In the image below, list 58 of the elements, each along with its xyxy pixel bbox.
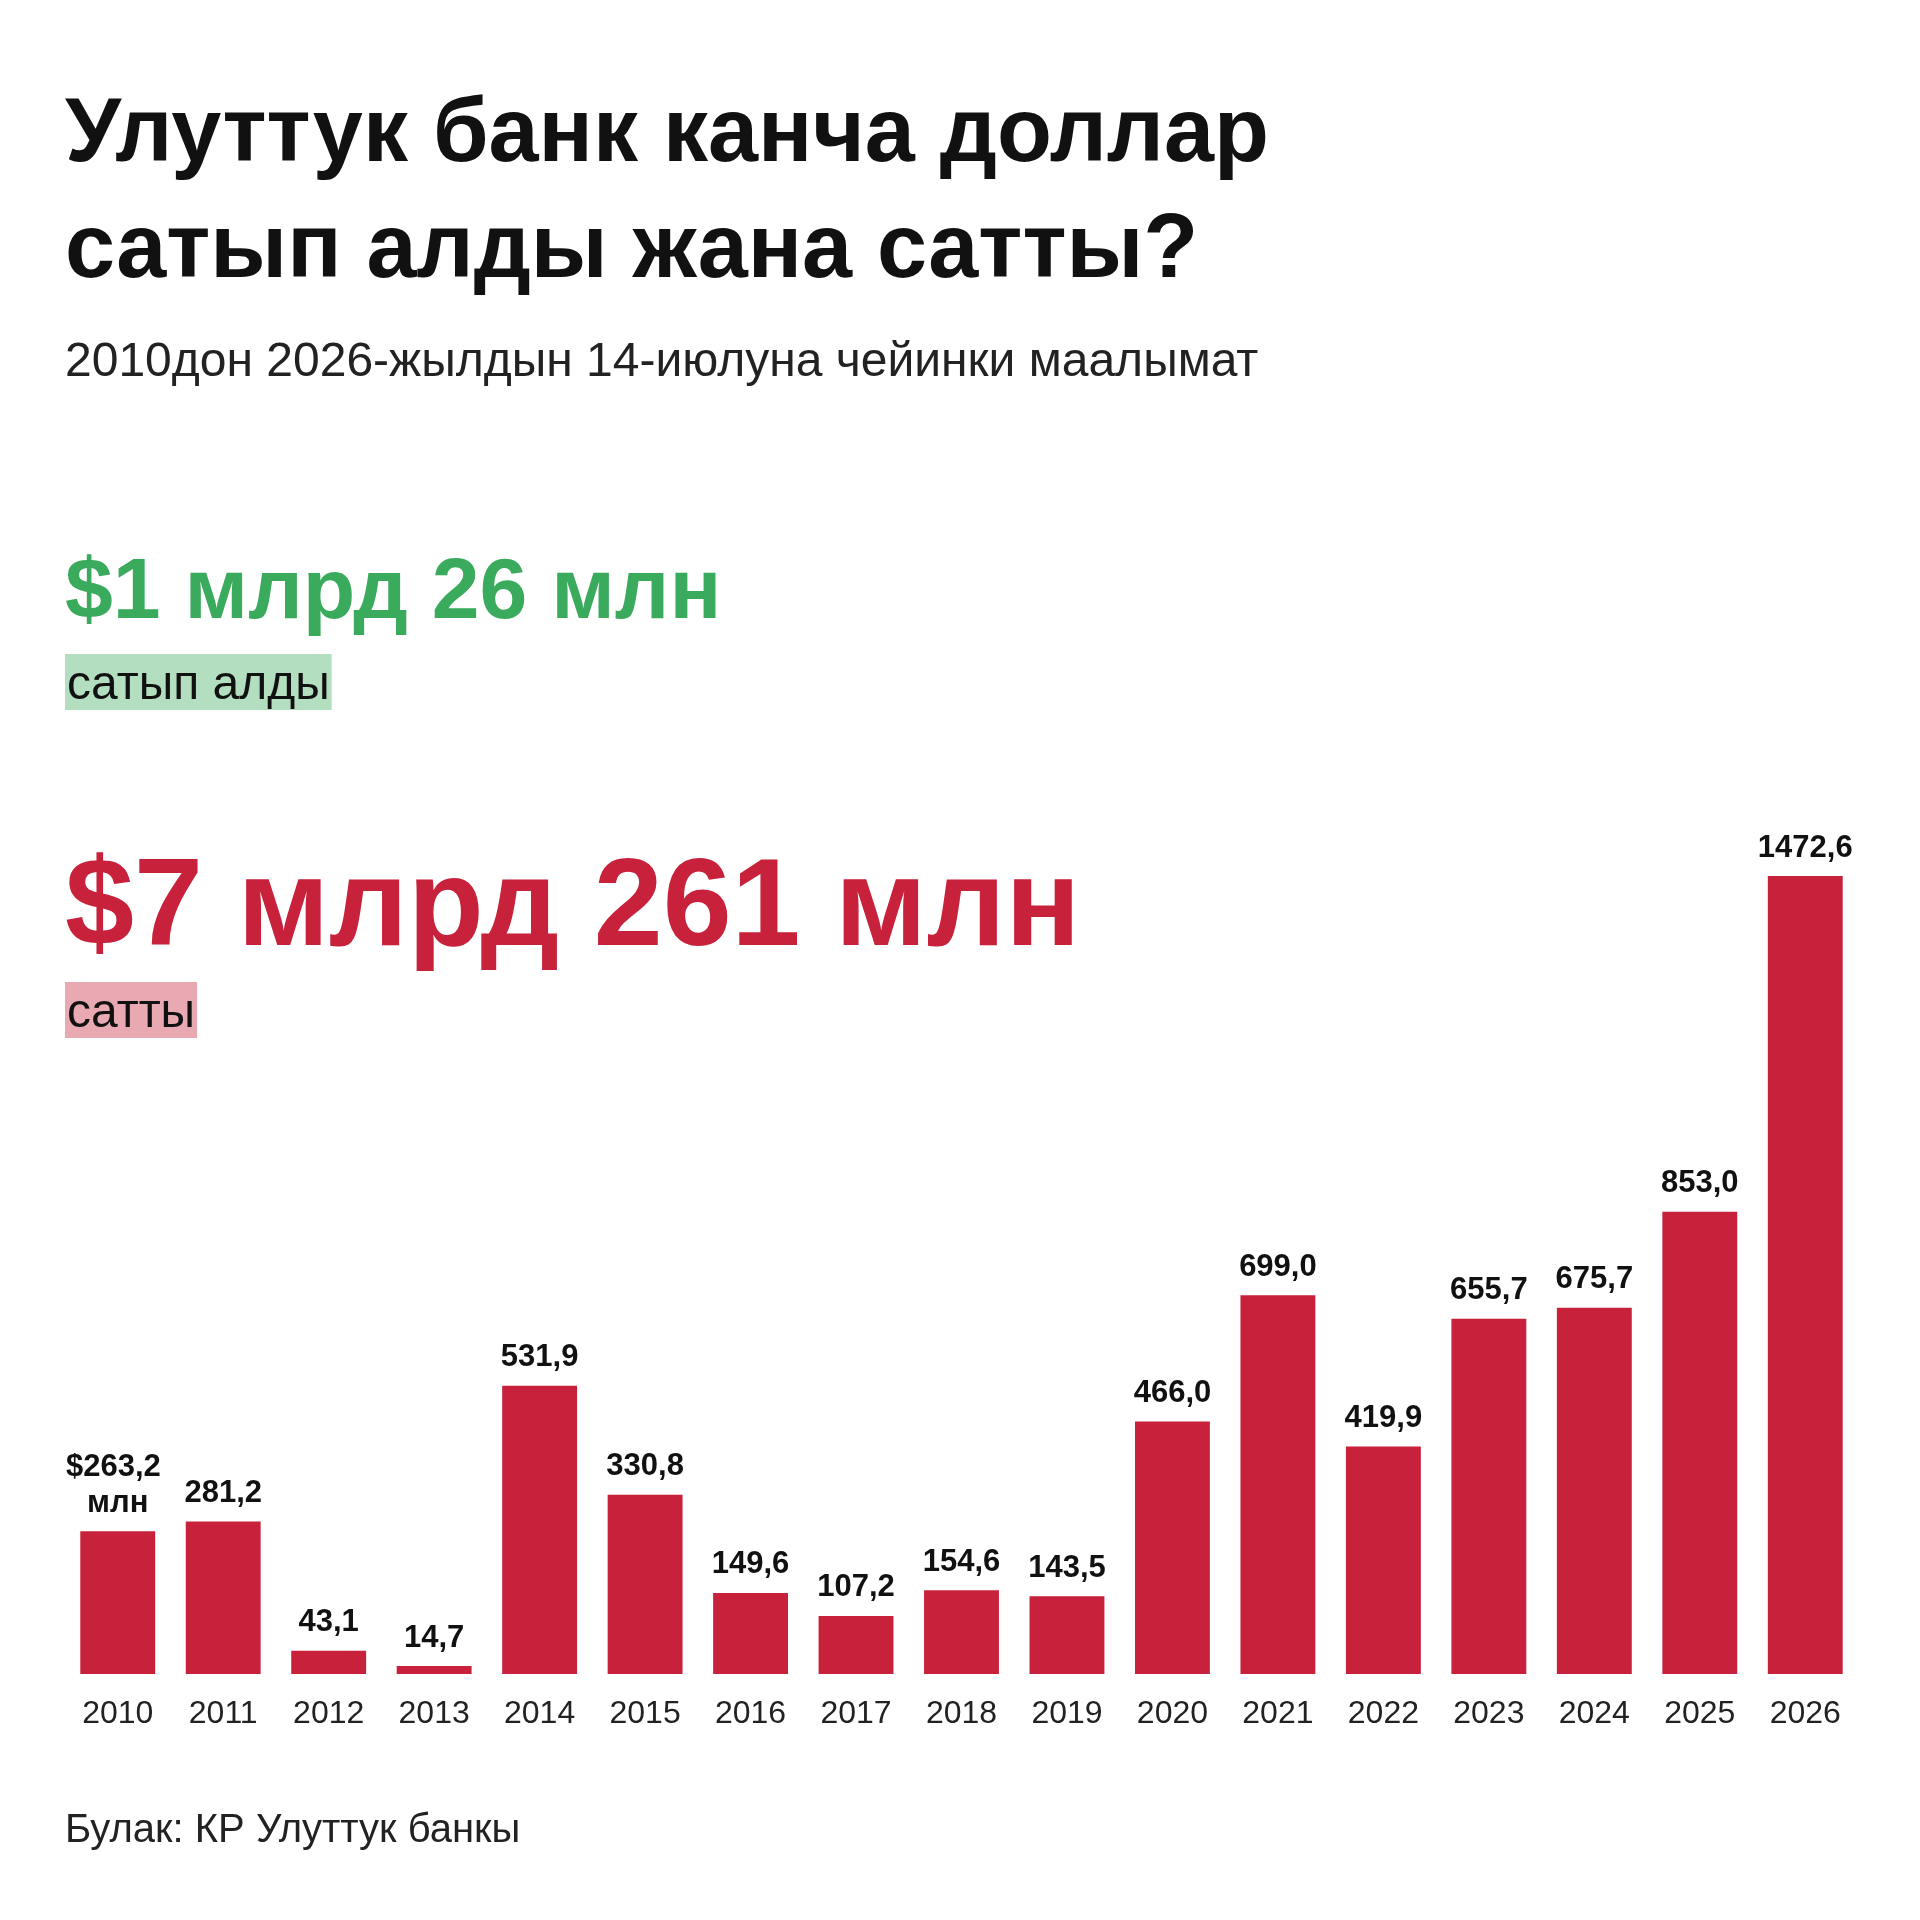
bar — [1767, 876, 1843, 1674]
bar — [80, 1531, 156, 1674]
x-tick-label: 2015 — [609, 1694, 681, 1730]
x-tick-label: 2010 — [82, 1694, 154, 1730]
bar — [1662, 1211, 1738, 1674]
bar — [185, 1521, 261, 1674]
data-label: 675,7 — [1555, 1260, 1634, 1296]
data-label: 143,5 — [1028, 1548, 1106, 1584]
x-tick-label: 2018 — [925, 1694, 998, 1730]
x-tick-label: 2023 — [1453, 1694, 1525, 1730]
data-label: 330,8 — [606, 1447, 684, 1483]
data-label: 419,9 — [1344, 1398, 1423, 1434]
bar — [1135, 1421, 1210, 1674]
data-label: 853,0 — [1661, 1164, 1739, 1200]
bar — [607, 1494, 683, 1674]
bar — [1451, 1318, 1527, 1674]
bar — [713, 1592, 788, 1674]
data-label: 43,1 — [298, 1603, 359, 1639]
text: Булак: КР Улуттук банкы — [65, 1806, 521, 1850]
bar — [818, 1615, 894, 1674]
text: $1 млрд 26 млн — [65, 540, 722, 636]
bar — [1240, 1295, 1316, 1674]
data-label: 1472,6 — [1757, 828, 1853, 864]
bar — [1556, 1307, 1632, 1674]
x-tick-label: 2026 — [1769, 1694, 1841, 1730]
x-tick-label: 2022 — [1347, 1694, 1419, 1730]
bar — [1029, 1596, 1105, 1674]
data-label: $263,2 млн — [66, 1447, 170, 1519]
x-tick-label: 2019 — [1031, 1694, 1103, 1730]
data-label: 466,0 — [1133, 1373, 1212, 1409]
annotation: $7 млрд 261 млн — [65, 833, 1081, 971]
x-tick-label: 2013 — [398, 1694, 470, 1730]
text: сатып алды — [67, 655, 330, 709]
data-label: 655,7 — [1450, 1271, 1528, 1307]
data-label: 154,6 — [922, 1542, 1001, 1578]
data-label: 107,2 — [817, 1568, 895, 1604]
bar — [291, 1650, 367, 1674]
x-tick-label: 2024 — [1558, 1694, 1630, 1730]
chart-title: Улуттук банк канча доллар сатып алды жана сатты? — [65, 79, 1270, 298]
annotation: сатты — [67, 983, 196, 1037]
data-label: 699,0 — [1239, 1247, 1317, 1283]
x-tick-label: 2025 — [1664, 1694, 1736, 1730]
x-tick-label: 2021 — [1242, 1694, 1314, 1730]
x-tick-label: 2020 — [1136, 1694, 1209, 1730]
data-label: 531,9 — [500, 1338, 579, 1374]
x-tick-label: 2011 — [188, 1694, 258, 1730]
bar — [924, 1590, 999, 1674]
x-tick-label: 2014 — [504, 1694, 576, 1730]
x-tick-label: 2012 — [293, 1694, 365, 1730]
chart-subtitle: 2010дон 2026-жылдын 14-июлуна чейинки маалымат — [65, 332, 1260, 388]
x-tick-label: 2017 — [820, 1694, 892, 1730]
x-tick-label: 2016 — [714, 1694, 787, 1730]
bar — [1345, 1446, 1421, 1674]
bar — [396, 1666, 472, 1674]
data-label: 14,7 — [403, 1618, 465, 1654]
bar — [502, 1385, 578, 1674]
data-label: 149,6 — [711, 1545, 790, 1581]
data-label: 281,2 — [184, 1474, 262, 1510]
